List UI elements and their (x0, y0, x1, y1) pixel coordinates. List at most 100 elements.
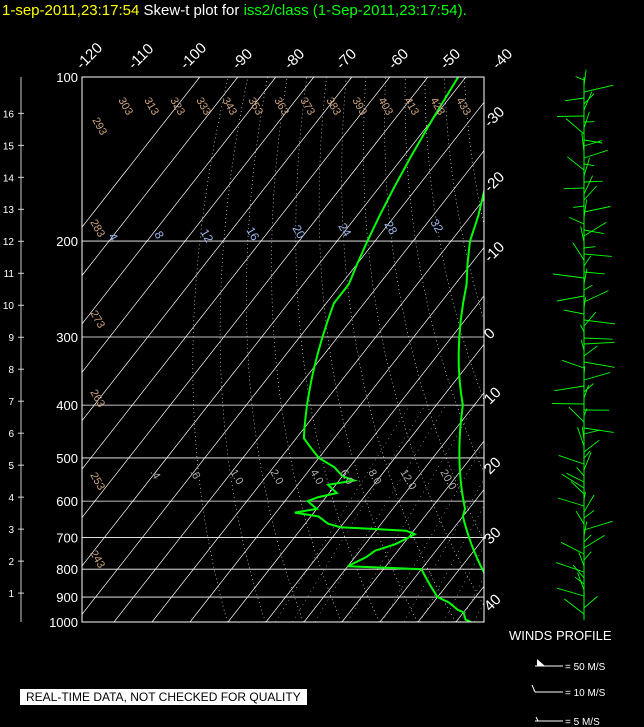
temp-tick-right: -20 (481, 168, 508, 195)
height-tick-label: 7 (8, 397, 14, 408)
theta-label: 373 (297, 96, 317, 118)
wind-legend-pennant (537, 659, 545, 666)
wind-barb (583, 222, 607, 237)
height-tick-label: 6 (8, 429, 14, 440)
mixing-ratio-label: 8 (151, 229, 167, 242)
height-tick-label: 15 (3, 141, 15, 152)
wind-barb (583, 337, 613, 340)
temp-tick-top: -80 (281, 45, 308, 72)
wind-barb (572, 242, 585, 261)
dry-adiabat (543, 77, 644, 622)
mixing-ratio-line (495, 405, 608, 622)
wind-barb (577, 572, 585, 591)
wind-barb (581, 426, 585, 441)
theta-label: 303 (115, 96, 135, 118)
mixing-ratio-line (347, 404, 476, 622)
temp-tick-top: -110 (125, 40, 157, 72)
pressure-tick-label: 200 (56, 234, 78, 249)
theta-label: 393 (349, 96, 369, 118)
isotherm-line (189, 246, 484, 622)
isotherm-line (341, 440, 484, 622)
dry-adiabat (424, 77, 484, 401)
height-tick-label: 10 (3, 301, 15, 312)
dry-adiabat (271, 77, 342, 622)
dry-adiabat (219, 77, 266, 622)
dry-adiabat (582, 77, 644, 622)
wind-barb (568, 406, 585, 423)
wind-barb (583, 229, 604, 235)
theta-label-left: 263 (87, 388, 107, 410)
pressure-tick-label: 900 (56, 590, 78, 605)
wind-barb (581, 133, 585, 153)
height-tick-label: 11 (4, 269, 15, 280)
isotherm-line (151, 198, 484, 622)
title-station: iss2/class (1-Sep-2011,23:17:54). (243, 2, 467, 19)
isotherm-line (82, 101, 484, 615)
mixing-ratio-label-lower: 8.0 (365, 468, 383, 487)
wind-barb (570, 481, 585, 495)
wind-barb (583, 297, 587, 309)
theta-label-left: 273 (87, 309, 107, 331)
theta-label: 413 (401, 96, 421, 118)
wind-barb (583, 206, 611, 213)
temp-tick-top: -40 (489, 45, 516, 72)
mixing-ratio-label-lower: 4.0 (307, 468, 325, 487)
plot-frame (81, 76, 485, 623)
wind-barb (583, 408, 588, 417)
wind-barb (552, 403, 585, 405)
wind-barb (560, 541, 585, 555)
mixing-ratio-label-lower: 6.0 (337, 468, 355, 487)
wind-barb (567, 156, 585, 171)
mixing-ratio-label: 24 (335, 221, 354, 240)
pressure-tick-label: 100 (56, 70, 78, 85)
quality-note: REAL-TIME DATA, NOT CHECKED FOR QUALITY (20, 689, 307, 705)
dry-adiabat (404, 77, 484, 474)
wind-barb (583, 372, 611, 381)
height-tick-label: 13 (3, 205, 15, 216)
wind-barb (575, 510, 585, 525)
wind-barb (583, 311, 597, 327)
mixing-ratio-line (485, 405, 599, 622)
wind-barb (563, 309, 585, 315)
height-tick-label: 4 (8, 493, 14, 504)
wind-barb (556, 115, 585, 117)
wind-barb (555, 562, 585, 573)
wind-barb (565, 118, 585, 135)
theta-label: 403 (375, 96, 395, 118)
wind-barb (572, 564, 585, 579)
wind-barb (556, 295, 585, 302)
wind-barb (583, 383, 594, 393)
wind-barb (583, 111, 590, 129)
isotherm-line (303, 392, 484, 622)
dry-adiabat (444, 77, 484, 322)
wind-barb (583, 84, 614, 93)
title-time: 1-sep-2011,23:17:54 (2, 2, 140, 19)
pressure-tick-label: 1000 (49, 615, 78, 630)
isotherm-line (113, 150, 484, 622)
temp-tick-top: -100 (177, 40, 210, 73)
wind-barb (580, 226, 585, 243)
wind-barb (583, 268, 588, 285)
wind-barb (583, 520, 613, 531)
mixing-ratio-label-lower: .6 (187, 468, 202, 482)
wind-barb (583, 429, 600, 435)
wind-barb (583, 361, 615, 368)
pressure-tick-label: 800 (56, 562, 78, 577)
height-tick-label: 9 (8, 333, 14, 344)
wind-barb (583, 157, 591, 177)
wind-barb (583, 384, 590, 399)
height-tick-label: 8 (8, 365, 14, 376)
temp-tick-right: -10 (481, 238, 508, 265)
mixing-ratio-label: 20 (289, 223, 308, 242)
dry-adiabat (602, 77, 644, 622)
dry-adiabat (622, 77, 644, 622)
isotherm-line (82, 77, 201, 228)
pressure-tick-label: 500 (56, 451, 78, 466)
wind-barb (574, 576, 585, 585)
wind-barb (578, 552, 585, 567)
wind-legend-label: = 10 M/S (565, 688, 606, 699)
wind-barb (583, 439, 600, 453)
mixing-ratio-line (442, 545, 484, 622)
isotherm-line (227, 295, 484, 622)
wind-barb (583, 535, 605, 549)
